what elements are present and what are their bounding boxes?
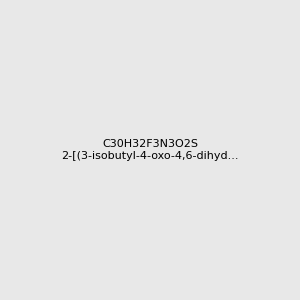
Text: C30H32F3N3O2S
2-[(3-isobutyl-4-oxo-4,6-dihyd...: C30H32F3N3O2S 2-[(3-isobutyl-4-oxo-4,6-d… [61,139,239,161]
